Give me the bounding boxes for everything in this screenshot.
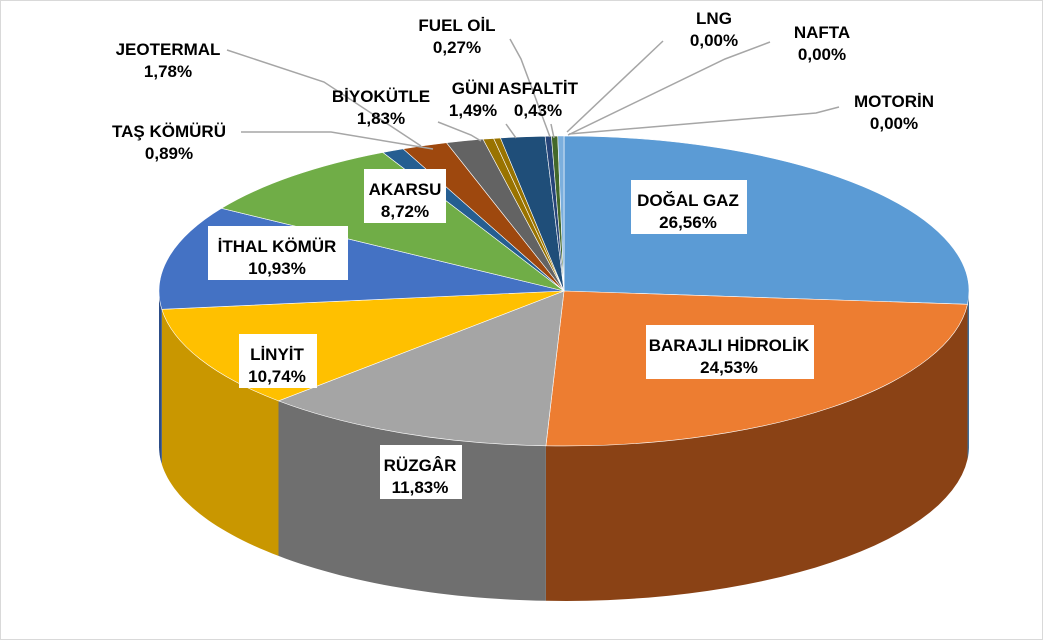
slice-value-li̇nyi̇t: 10,74% bbox=[248, 367, 306, 386]
slice-label-bi̇yokütle: BİYOKÜTLE bbox=[332, 87, 430, 106]
slice-label-fuel-oi̇l: FUEL OİL bbox=[418, 16, 495, 35]
slice-value-akarsu: 8,72% bbox=[381, 202, 429, 221]
label-box-li̇nyi̇t bbox=[239, 334, 317, 388]
pie-side-li̇nyi̇t bbox=[161, 309, 279, 556]
leader-line-lng bbox=[566, 40, 664, 133]
pie-slice-doğal-gaz bbox=[563, 135, 970, 305]
slice-label-lng: LNG bbox=[696, 9, 732, 28]
slice-label-barajli-hi̇droli̇k: BARAJLI HİDROLİK bbox=[649, 336, 810, 355]
slice-value-fuel-oi̇l: 0,27% bbox=[433, 38, 481, 57]
slice-value-güneş: 1,49% bbox=[449, 101, 497, 120]
pie-side-rüzgâr bbox=[278, 400, 546, 601]
slice-value-taş-kömürü: 0,89% bbox=[145, 144, 193, 163]
slice-label-taş-kömürü: TAŞ KÖMÜRÜ bbox=[112, 122, 226, 141]
slice-label-güneş: GÜNI bbox=[452, 79, 495, 98]
pie-side-barajli-hi̇droli̇k bbox=[545, 304, 968, 601]
slice-label-akarsu: AKARSU bbox=[369, 180, 442, 199]
pie-side-doğal-gaz bbox=[967, 291, 969, 460]
slice-label-motori̇n: MOTORİN bbox=[854, 92, 934, 111]
slice-value-bi̇yokütle: 1,83% bbox=[357, 109, 405, 128]
pie-sides bbox=[159, 291, 969, 601]
slice-label-jeotermal: JEOTERMAL bbox=[116, 40, 221, 59]
label-box-i̇thal-kömür bbox=[208, 226, 348, 280]
leader-line-motori̇n bbox=[568, 106, 840, 135]
slice-value-lng: 0,00% bbox=[690, 31, 738, 50]
slice-value-rüzgâr: 11,83% bbox=[392, 478, 449, 497]
leader-line-taş-kömürü bbox=[241, 131, 434, 150]
slice-label-rüzgâr: RÜZGÂR bbox=[384, 456, 457, 475]
leader-line-bi̇yokütle bbox=[437, 121, 482, 142]
slice-value-motori̇n: 0,00% bbox=[870, 114, 918, 133]
slice-label-li̇nyi̇t: LİNYİT bbox=[250, 345, 304, 364]
pie-slice-rüzgâr bbox=[277, 290, 565, 447]
slice-value-asfalti̇t: 0,43% bbox=[514, 101, 562, 120]
leader-line-asfalti̇t bbox=[550, 123, 555, 139]
slice-value-barajli-hi̇droli̇k: 24,53% bbox=[700, 358, 758, 377]
leader-line-güneş bbox=[505, 123, 517, 139]
slice-value-nafta: 0,00% bbox=[798, 45, 846, 64]
leader-lines bbox=[226, 38, 840, 150]
leader-line-nafta bbox=[567, 41, 771, 136]
slice-label-nafta: NAFTA bbox=[794, 23, 850, 42]
pie-slices bbox=[158, 135, 970, 447]
label-box-barajli-hi̇droli̇k bbox=[646, 325, 814, 379]
slice-label-doğal-gaz: DOĞAL GAZ bbox=[637, 191, 739, 210]
slice-value-i̇thal-kömür: 10,93% bbox=[248, 259, 306, 278]
label-box-doğal-gaz bbox=[631, 180, 747, 234]
slice-labels: DOĞAL GAZ 26,56% BARAJLI HİDROLİK 24,53% RÜZ… bbox=[112, 9, 934, 499]
label-box-rüzgâr bbox=[380, 445, 462, 499]
slice-label-asfalti̇t: ASFALTİT bbox=[498, 79, 579, 98]
leader-line-fuel-oi̇l bbox=[509, 38, 551, 138]
slice-label-i̇thal-kömür: İTHAL KÖMÜR bbox=[218, 237, 337, 256]
pie-slice-motori̇n bbox=[557, 135, 565, 292]
label-box-akarsu bbox=[364, 169, 446, 223]
slice-value-doğal-gaz: 26,56% bbox=[659, 213, 717, 232]
pie-side-i̇thal-kömür bbox=[159, 291, 162, 465]
slice-value-jeotermal: 1,78% bbox=[144, 62, 192, 81]
leader-line-jeotermal bbox=[226, 49, 422, 147]
